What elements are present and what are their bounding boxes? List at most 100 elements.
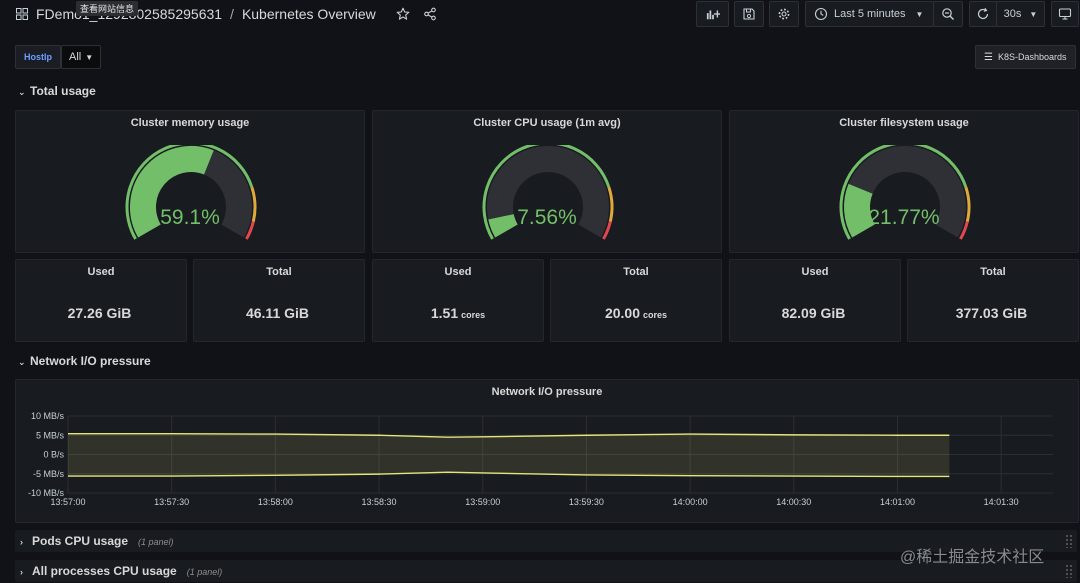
add-panel-icon xyxy=(706,10,720,20)
stat-unit: cores xyxy=(643,310,668,320)
gauge-threshold-critical xyxy=(959,221,969,240)
gauge-value-filesystem: 21.77% xyxy=(868,206,940,229)
drag-handle-icon[interactable] xyxy=(1065,534,1073,548)
hostip-selected-value: All xyxy=(69,51,82,63)
stat-title: Used xyxy=(444,266,472,278)
stat-panel-memory-total: Total 46.11 GiB xyxy=(193,259,365,342)
stat-panel-memory-used: Used 27.26 GiB xyxy=(15,259,187,342)
gauge-panel-memory: Cluster memory usage 59.1% xyxy=(15,110,365,253)
dashboard-grid-icon[interactable] xyxy=(16,8,28,20)
series-area-0 xyxy=(68,433,950,455)
y-tick-label: 5 MB/s xyxy=(36,430,65,440)
stat-value: 377.03 GiB xyxy=(908,305,1078,321)
row-total-usage[interactable]: ⌄ Total usage xyxy=(18,84,96,98)
stat-title: Used xyxy=(801,266,829,278)
stat-title: Total xyxy=(980,266,1006,278)
time-range-picker[interactable]: Last 5 minutes ▼ xyxy=(805,1,934,27)
panel-title: Network I/O pressure xyxy=(491,386,603,398)
gauge-memory xyxy=(125,145,257,240)
stat-panel-filesystem-total: Total 377.03 GiB xyxy=(907,259,1079,342)
stat-number: 1.51 xyxy=(430,305,459,321)
stat-number: 82.09 GiB xyxy=(781,305,846,321)
refresh-interval-picker[interactable]: 30s ▼ xyxy=(996,1,1045,27)
breadcrumb-separator: / xyxy=(230,6,234,22)
monitor-icon xyxy=(1058,8,1072,20)
stat-number: 27.26 GiB xyxy=(67,305,132,321)
y-tick-label: -5 MB/s xyxy=(33,469,65,479)
x-tick-label: 13:57:30 xyxy=(154,497,189,507)
gauge-value-memory: 59.1% xyxy=(160,206,220,229)
top-navbar: FDemo1_1292802585295631/Kubernetes Overv… xyxy=(0,0,1080,28)
gauge-value-arc xyxy=(844,183,876,238)
share-icon[interactable] xyxy=(423,7,437,21)
menu-bars-icon: ☰ xyxy=(984,51,993,63)
dashboard-settings-button[interactable] xyxy=(769,1,799,27)
gauge-panel-cpu: Cluster CPU usage (1m avg) 7.56% xyxy=(372,110,722,253)
stat-value: 46.11 GiB xyxy=(194,305,364,321)
series-line-1 xyxy=(68,471,950,478)
stat-number: 377.03 GiB xyxy=(955,305,1028,321)
gauge-panel-filesystem: Cluster filesystem usage 21.77% xyxy=(729,110,1079,253)
chevron-down-icon: ⌄ xyxy=(18,357,26,367)
series-area-1 xyxy=(68,454,950,477)
row-pods-cpu-title: Pods CPU usage xyxy=(32,534,129,548)
stat-number: 46.11 GiB xyxy=(245,305,310,321)
network-io-chart: 10 MB/s 5 MB/s 0 B/s -5 MB/s -10 MB/s13:57:0… xyxy=(28,411,1053,507)
dashboard-title[interactable]: Kubernetes Overview xyxy=(241,6,376,22)
chevron-down-icon: ▼ xyxy=(85,52,94,62)
series-line-0 xyxy=(68,433,950,438)
row-pods-cpu-header: › Pods CPU usage (1 panel) xyxy=(20,534,174,548)
zoom-out-button[interactable] xyxy=(933,1,963,27)
x-tick-label: 14:01:00 xyxy=(880,497,915,507)
x-tick-label: 13:59:30 xyxy=(569,497,604,507)
hostip-variable-label: HostIp xyxy=(15,45,61,69)
refresh-interval-label: 30s xyxy=(1003,8,1022,20)
stat-value: 82.09 GiB xyxy=(730,305,900,321)
drag-handle-icon[interactable] xyxy=(1065,564,1073,578)
stat-title: Total xyxy=(266,266,292,278)
stat-panel-cpu-used: Used 1.51 cores xyxy=(372,259,544,342)
row-network-io[interactable]: ⌄ Network I/O pressure xyxy=(18,354,151,368)
save-dashboard-button[interactable] xyxy=(734,1,764,27)
k8s-dashboards-label: K8S-Dashboards xyxy=(997,52,1067,62)
stat-unit: cores xyxy=(461,310,486,320)
x-tick-label: 14:00:00 xyxy=(673,497,708,507)
gauge-threshold-critical xyxy=(245,221,255,240)
stat-value: 27.26 GiB xyxy=(16,305,186,321)
row-network-io-title: Network I/O pressure xyxy=(30,354,151,368)
add-panel-button[interactable] xyxy=(696,1,729,27)
gauge-filesystem xyxy=(839,145,971,240)
stat-panel-filesystem-used: Used 82.09 GiB xyxy=(729,259,901,342)
gauge-threshold-critical xyxy=(602,221,612,240)
gauge-value-cpu: 7.56% xyxy=(517,206,577,229)
refresh-button[interactable] xyxy=(969,1,997,27)
panel-title: Cluster memory usage xyxy=(130,117,250,129)
stat-title: Total xyxy=(623,266,649,278)
row-pods-cpu[interactable]: › Pods CPU usage (1 panel) xyxy=(15,530,1077,552)
stat-panel-cpu-total: Total 20.00 cores xyxy=(550,259,722,342)
row-panel-count: (1 panel) xyxy=(186,567,223,577)
stat-value: 1.51 cores xyxy=(373,305,543,321)
row-processes-cpu[interactable]: › All processes CPU usage (1 panel) xyxy=(15,560,1077,582)
star-icon[interactable] xyxy=(396,7,410,21)
refresh-icon xyxy=(977,7,989,20)
gauge-threshold-warn xyxy=(964,186,971,222)
network-io-panel: Network I/O pressure 10 MB/s 5 MB/s 0 B/s -… xyxy=(15,379,1079,523)
gear-icon xyxy=(778,8,790,20)
save-icon xyxy=(743,8,755,20)
time-range-label: Last 5 minutes xyxy=(834,8,906,20)
y-tick-label: 10 MB/s xyxy=(31,411,65,421)
gauge-threshold-ok xyxy=(839,145,968,240)
x-tick-label: 14:01:30 xyxy=(984,497,1019,507)
tv-mode-button[interactable] xyxy=(1051,1,1079,27)
chevron-down-icon: ▼ xyxy=(1029,9,1038,19)
x-tick-label: 13:57:00 xyxy=(50,497,85,507)
k8s-dashboards-link[interactable]: ☰ K8S-Dashboards xyxy=(975,45,1076,69)
panel-title: Cluster CPU usage (1m avg) xyxy=(473,117,621,129)
row-total-usage-title: Total usage xyxy=(30,84,96,98)
hostip-variable-select[interactable]: All ▼ xyxy=(61,45,101,69)
gauge-cpu xyxy=(482,145,614,240)
x-tick-label: 14:00:30 xyxy=(776,497,811,507)
gauge-value-arc xyxy=(488,213,518,238)
row-panel-count: (1 panel) xyxy=(138,537,174,547)
